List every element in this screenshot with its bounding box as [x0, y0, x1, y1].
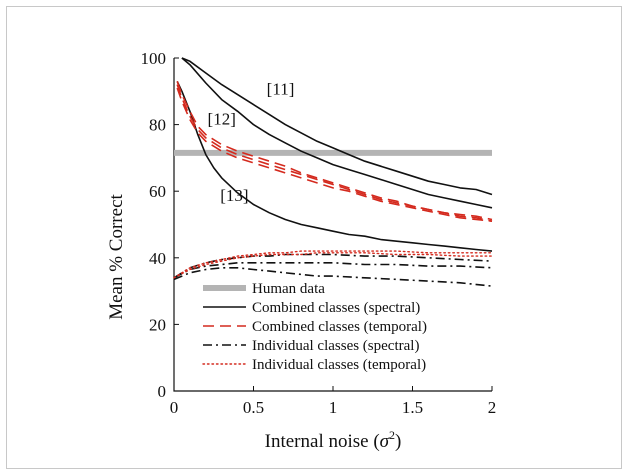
- x-axis-label-text: Internal noise (: [265, 431, 380, 452]
- series-lines: [173, 57, 493, 287]
- series-line-i3: [173, 267, 493, 287]
- y-tick-label: 100: [141, 49, 167, 68]
- figure-frame: [6, 6, 622, 469]
- y-tick-label: 60: [149, 182, 166, 201]
- x-axis-label-symbol: σ: [380, 431, 390, 452]
- y-axis-label: Mean % Correct: [106, 194, 127, 320]
- series-line-r2: [173, 252, 493, 279]
- y-tick-label: 20: [149, 315, 166, 334]
- plot-axes: 0 20 40 60 80 100 0 0.5 1 1.5 2: [141, 49, 497, 417]
- legend-label: Combined classes (spectral): [252, 300, 420, 316]
- legend-label: Human data: [252, 281, 325, 297]
- series-line-s11: [181, 57, 493, 196]
- y-tick-label: 80: [149, 116, 166, 135]
- series-line-t3: [176, 87, 493, 222]
- series-line-i2: [173, 262, 493, 279]
- x-axis-label-exponent: 2: [389, 428, 395, 442]
- series-line-t1: [176, 81, 493, 221]
- annotation-label: [13]: [220, 186, 248, 205]
- series-line-s13: [176, 80, 493, 252]
- x-tick-label: 2: [488, 398, 497, 417]
- x-tick-label: 0: [170, 398, 179, 417]
- x-axis-label-close: ): [395, 431, 401, 452]
- series-line-s12: [181, 57, 493, 209]
- x-tick-label: 0.5: [243, 398, 264, 417]
- legend-label: Individual classes (spectral): [252, 338, 419, 354]
- x-tick-label: 1.5: [402, 398, 423, 417]
- series-line-t2: [176, 84, 493, 222]
- series-line-i1: [173, 253, 493, 279]
- legend-label: Individual classes (temporal): [252, 357, 426, 373]
- x-tick-label: 1: [329, 398, 338, 417]
- annotation-label: [12]: [208, 110, 236, 129]
- annotations: [11] [12] [13]: [208, 80, 295, 206]
- y-tick-label: 40: [149, 249, 166, 268]
- legend-label: Combined classes (temporal): [252, 319, 427, 335]
- legend: Human data Combined classes (spectral) Com…: [202, 281, 427, 373]
- series-line-r1: [173, 250, 493, 279]
- y-tick-label: 0: [158, 382, 167, 401]
- x-axis-label: Internal noise (σ2): [265, 428, 402, 452]
- annotation-label: [11]: [267, 80, 295, 99]
